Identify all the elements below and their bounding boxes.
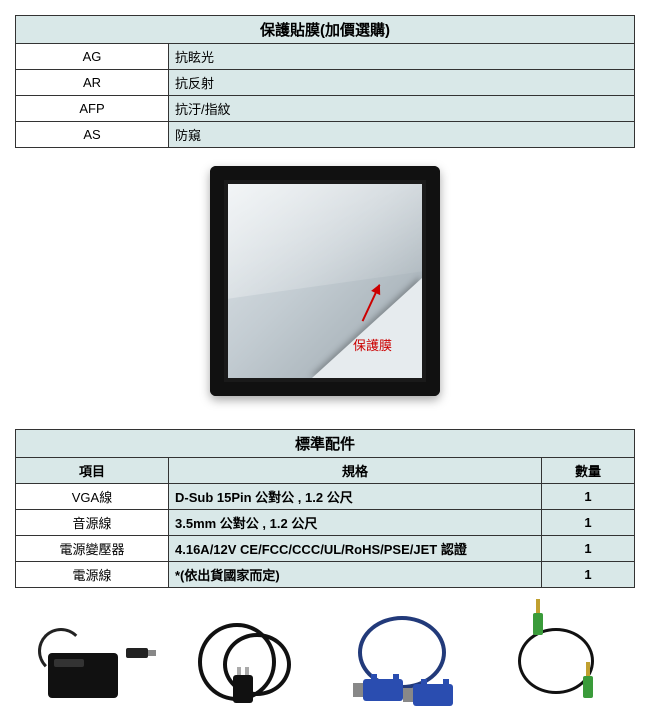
acc-header-item: 項目 [16, 458, 169, 484]
film-row-code: AG [16, 44, 169, 70]
accessories-table: 標準配件 項目 規格 數量 VGA線 D-Sub 15Pin 公對公 , 1.2… [15, 429, 635, 588]
acc-spec: 3.5mm 公對公 , 1.2 公尺 [169, 510, 542, 536]
acc-qty: 1 [542, 562, 635, 588]
film-row-desc: 抗眩光 [169, 44, 635, 70]
acc-spec: *(依出貨國家而定) [169, 562, 542, 588]
acc-qty: 1 [542, 536, 635, 562]
film-label: 保護膜 [353, 335, 392, 354]
film-row-desc: 抗反射 [169, 70, 635, 96]
acc-item: 電源變壓器 [16, 536, 169, 562]
film-row-code: AS [16, 122, 169, 148]
film-table: 保護貼膜(加價選購) AG 抗眩光 AR 抗反射 AFP 抗汙/指紋 AS 防窺 [15, 15, 635, 148]
film-row-code: AFP [16, 96, 169, 122]
film-row-desc: 抗汙/指紋 [169, 96, 635, 122]
acc-header-qty: 數量 [542, 458, 635, 484]
film-table-title: 保護貼膜(加價選購) [16, 16, 635, 44]
acc-qty: 1 [542, 510, 635, 536]
film-row-desc: 防窺 [169, 122, 635, 148]
acc-item: 音源線 [16, 510, 169, 536]
acc-qty: 1 [542, 484, 635, 510]
acc-spec: D-Sub 15Pin 公對公 , 1.2 公尺 [169, 484, 542, 510]
acc-header-spec: 規格 [169, 458, 542, 484]
accessories-table-title: 標準配件 [16, 430, 635, 458]
acc-item: VGA線 [16, 484, 169, 510]
acc-item: 電源線 [16, 562, 169, 588]
film-row-code: AR [16, 70, 169, 96]
acc-spec: 4.16A/12V CE/FCC/CCC/UL/RoHS/PSE/JET 認證 [169, 536, 542, 562]
monitor-illustration: 保護膜 [15, 166, 635, 399]
